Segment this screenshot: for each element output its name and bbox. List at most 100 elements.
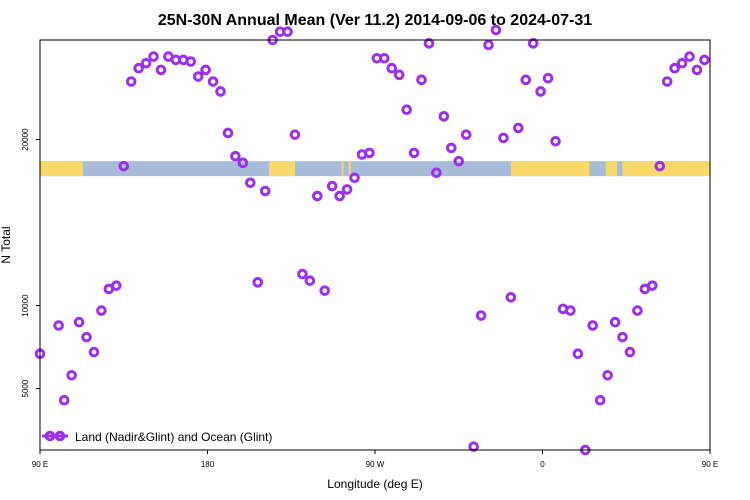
data-point xyxy=(259,185,271,197)
data-point xyxy=(550,135,561,147)
data-point xyxy=(334,190,345,202)
y-tick-label: 10000 xyxy=(21,294,30,317)
data-point xyxy=(304,275,316,286)
land-segment xyxy=(268,161,295,177)
data-point xyxy=(312,190,323,202)
data-point xyxy=(155,64,167,76)
data-point xyxy=(520,74,532,86)
data-point xyxy=(416,74,427,86)
data-point xyxy=(408,147,420,159)
data-point xyxy=(505,291,517,303)
data-point xyxy=(252,277,264,288)
data-point xyxy=(684,51,695,62)
data-point xyxy=(691,64,703,76)
data-point xyxy=(237,157,249,169)
data-point xyxy=(379,52,390,64)
legend-entry-label: Land (Nadir&Glint) and Ocean (Glint) xyxy=(75,430,272,444)
data-point xyxy=(676,57,688,69)
data-point xyxy=(446,142,457,154)
data-point xyxy=(661,76,673,87)
land-segment xyxy=(542,161,590,177)
data-point xyxy=(230,150,241,162)
data-point xyxy=(647,280,658,291)
x-axis-label: Longitude (deg E) xyxy=(327,477,422,491)
data-point xyxy=(609,316,621,328)
data-point xyxy=(96,305,107,316)
data-point xyxy=(453,155,465,167)
y-tick-label: 5000 xyxy=(21,379,30,397)
x-tick-label: 90 E xyxy=(32,460,48,469)
land-segment xyxy=(510,161,543,177)
land-segment xyxy=(40,161,83,177)
data-point xyxy=(282,26,293,38)
data-points xyxy=(34,24,710,456)
data-point xyxy=(148,51,159,62)
data-point xyxy=(133,62,144,74)
data-point xyxy=(632,305,643,316)
data-point xyxy=(215,86,226,97)
data-point xyxy=(483,39,494,51)
x-tick-label: 90 E xyxy=(702,460,718,469)
data-point xyxy=(73,316,85,328)
legend-marker xyxy=(54,430,66,442)
y-tick-label: 20000 xyxy=(21,128,30,151)
y-axis-label: N Total xyxy=(0,226,13,263)
x-axis-ticks: 90 E 180 90 W 0 90 E xyxy=(32,450,718,469)
data-point xyxy=(438,111,450,122)
data-point xyxy=(192,71,204,82)
legend-marker xyxy=(44,430,56,442)
data-point xyxy=(513,122,524,134)
data-point xyxy=(81,331,92,343)
land-segment xyxy=(348,161,351,177)
y-axis-ticks: 5000 10000 20000 xyxy=(21,128,40,397)
data-point xyxy=(326,180,338,192)
data-point xyxy=(297,268,308,280)
data-point xyxy=(624,346,636,358)
data-point xyxy=(125,76,137,87)
data-point xyxy=(393,69,405,81)
data-point xyxy=(475,310,487,321)
x-tick-label: 0 xyxy=(540,460,545,469)
data-point xyxy=(565,305,576,316)
data-point xyxy=(431,167,442,179)
land-segment xyxy=(622,161,710,177)
data-point xyxy=(617,331,628,343)
data-point xyxy=(460,129,472,140)
chart-title: 25N-30N Annual Mean (Ver 11.2) 2014-09-0… xyxy=(158,12,592,29)
data-point xyxy=(319,285,331,296)
data-point xyxy=(498,132,509,144)
data-point xyxy=(654,160,666,172)
x-tick-label: 90 W xyxy=(366,460,385,469)
data-point xyxy=(349,172,360,184)
data-point xyxy=(88,346,100,358)
data-point xyxy=(58,394,70,406)
data-point xyxy=(222,127,234,139)
data-point xyxy=(66,370,77,381)
data-point xyxy=(364,147,375,159)
data-point xyxy=(669,62,680,74)
data-point xyxy=(490,24,502,36)
data-point xyxy=(699,54,710,66)
x-tick-label: 180 xyxy=(201,460,215,469)
data-point xyxy=(587,320,599,331)
data-point xyxy=(140,57,152,69)
data-point xyxy=(185,56,197,67)
data-point xyxy=(535,86,546,97)
data-point xyxy=(245,177,256,189)
data-point xyxy=(207,76,219,87)
legend: Land (Nadir&Glint) and Ocean (Glint) xyxy=(42,430,272,444)
data-point xyxy=(386,62,398,74)
data-point xyxy=(111,280,122,291)
data-point xyxy=(594,394,606,406)
data-point xyxy=(401,104,412,116)
data-point xyxy=(289,129,301,140)
data-point xyxy=(341,184,353,195)
land-segment xyxy=(605,161,617,177)
land-ocean-mask xyxy=(40,161,710,177)
data-point xyxy=(542,72,554,84)
data-point xyxy=(53,320,64,331)
data-point xyxy=(200,64,211,76)
land-segment xyxy=(341,161,344,177)
